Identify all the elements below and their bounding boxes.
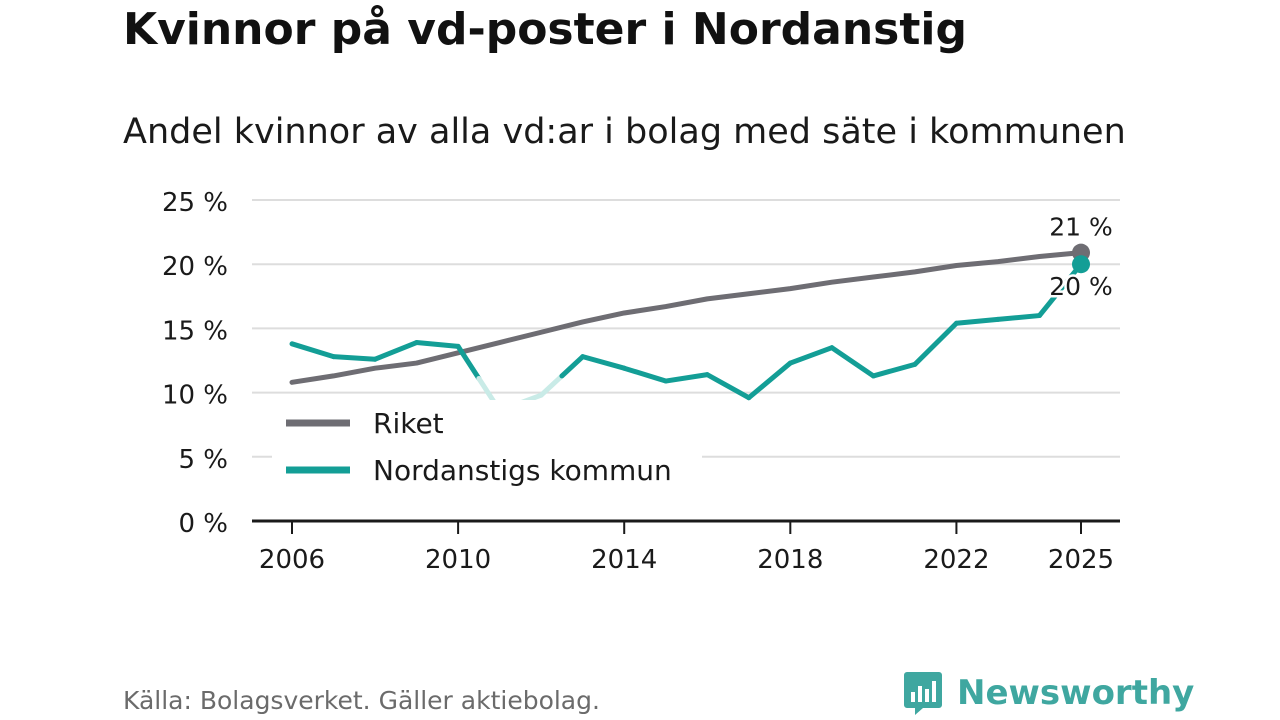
chart-title: Kvinnor på vd-poster i Nordanstig bbox=[123, 4, 967, 55]
brand-name: Newsworthy bbox=[957, 673, 1195, 713]
legend-label: Riket bbox=[373, 407, 444, 440]
series-segment-nordanstig bbox=[580, 354, 627, 371]
series-segment-nordanstig bbox=[455, 343, 482, 381]
y-tick-label: 15 % bbox=[162, 316, 228, 346]
x-tick-label: 2022 bbox=[923, 545, 989, 575]
series-segment-nordanstig bbox=[1036, 261, 1084, 319]
x-tick-label: 2018 bbox=[757, 545, 823, 575]
legend-background bbox=[272, 400, 702, 500]
y-tick-label: 10 % bbox=[162, 381, 228, 411]
x-tick-label: 2010 bbox=[425, 545, 491, 575]
series-segment-nordanstig bbox=[912, 320, 959, 367]
line-chart: 0 %5 %10 %15 %20 %25 % 2006 2010 2014 2018 2… bbox=[162, 188, 1120, 575]
series-segment-nordanstig bbox=[870, 361, 918, 379]
series-segment-nordanstig bbox=[663, 372, 710, 384]
end-label-nordanstig: 20 % bbox=[1049, 272, 1113, 301]
series-segment-nordanstig bbox=[289, 341, 337, 360]
chart-subtitle: Andel kvinnor av alla vd:ar i bolag med … bbox=[123, 112, 1126, 152]
legend: Riket Nordanstigs kommun bbox=[272, 400, 702, 500]
x-tick-label: 2006 bbox=[259, 545, 325, 575]
source-note: Källa: Bolagsverket. Gäller aktiebolag. bbox=[123, 686, 600, 715]
end-marker-nordanstig bbox=[1072, 255, 1090, 274]
y-tick-label: 5 % bbox=[178, 445, 228, 475]
series-segment-nordanstig bbox=[953, 316, 1001, 326]
series-segment-nordanstig bbox=[829, 345, 876, 379]
series-segment-nordanstig bbox=[995, 313, 1042, 322]
y-tick-label: 0 % bbox=[178, 509, 228, 539]
series-segment-nordanstig bbox=[331, 354, 378, 362]
x-tick-label: 2014 bbox=[591, 545, 657, 575]
legend-label: Nordanstigs kommun bbox=[373, 454, 672, 487]
x-tick-label: 2025 bbox=[1048, 545, 1114, 575]
series-line-riket bbox=[289, 250, 1084, 385]
series-segment-nordanstig bbox=[414, 340, 461, 349]
series-segment-nordanstig bbox=[372, 340, 420, 362]
y-tick-label: 20 % bbox=[162, 252, 228, 282]
bar-chart-speech-bubble-icon bbox=[904, 672, 942, 715]
series-segment-nordanstig bbox=[559, 354, 586, 379]
series-segment-nordanstig bbox=[787, 345, 835, 366]
x-axis-tick-labels: 2006 2010 2014 2018 2022 2025 bbox=[259, 545, 1114, 575]
series-segment-nordanstig bbox=[704, 372, 752, 401]
series-segment-nordanstig bbox=[746, 360, 793, 401]
x-axis bbox=[252, 519, 1120, 534]
y-tick-label: 25 % bbox=[162, 188, 228, 218]
series-lines bbox=[289, 243, 1090, 414]
series-segment-nordanstig bbox=[538, 373, 565, 398]
series-segment-nordanstig bbox=[621, 365, 669, 384]
y-axis-tick-labels: 0 % 5 % 10 % 15 % 20 % 25 % bbox=[162, 188, 228, 539]
end-labels: 21 % 20 % bbox=[1047, 213, 1116, 304]
end-label-riket: 21 % bbox=[1049, 213, 1113, 242]
brand-logo: Newsworthy bbox=[903, 670, 1194, 716]
